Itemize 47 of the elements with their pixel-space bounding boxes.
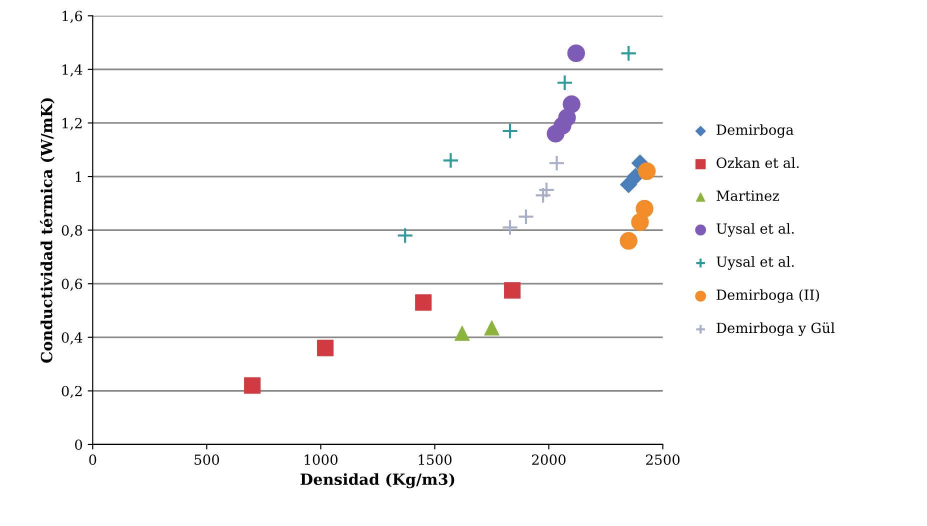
- y-tick-label: 0,2: [62, 386, 82, 398]
- y-tick-label: 1: [76, 172, 82, 182]
- point: [534, 186, 552, 204]
- legend-label: Demirboga: [716, 124, 794, 138]
- legend-label: Demirboga (II): [716, 289, 820, 303]
- y-axis-title: Conductividad térmica (W/mK): [40, 98, 55, 363]
- point: [556, 74, 574, 92]
- point: [504, 282, 521, 299]
- point: [631, 213, 649, 231]
- legend-label: Uysal et al.: [716, 223, 794, 237]
- point: [415, 294, 432, 311]
- y-tick-label: 1,6: [62, 10, 82, 23]
- x-tick-label: 0: [89, 454, 96, 465]
- x-tick-label: 1000: [304, 454, 338, 465]
- y-tick-label: 0,8: [62, 225, 82, 238]
- point: [538, 182, 555, 198]
- point: [636, 200, 654, 218]
- legend-label: Ozkan et al.: [716, 157, 799, 168]
- point: [502, 122, 518, 140]
- point: [317, 340, 334, 356]
- point: [620, 232, 638, 250]
- y-tick-label: 0,6: [62, 278, 82, 291]
- legend-label: Demirboga y Gül: [716, 322, 835, 336]
- x-axis-title: Densidad (Kg/m3): [300, 473, 454, 488]
- x-tick-label: 1500: [418, 454, 452, 465]
- point: [620, 44, 637, 62]
- point: [502, 219, 518, 236]
- point: [518, 208, 534, 226]
- legend-label: Uysal et al.: [716, 256, 794, 270]
- x-tick-label: 2500: [646, 454, 680, 465]
- point: [442, 152, 460, 169]
- point: [567, 44, 586, 62]
- y-tick-label: 1,2: [62, 118, 82, 130]
- x-tick-label: 2000: [532, 454, 566, 465]
- point: [558, 108, 576, 126]
- point: [454, 326, 470, 341]
- point: [396, 227, 414, 244]
- point: [484, 320, 500, 336]
- legend-label: Martinez: [716, 190, 780, 201]
- y-tick-label: 0,4: [62, 332, 82, 344]
- y-tick-label: 1,4: [62, 64, 82, 77]
- x-tick-label: 500: [194, 454, 220, 465]
- point: [638, 162, 656, 180]
- point: [244, 377, 261, 394]
- point: [548, 154, 566, 172]
- point: [562, 95, 580, 114]
- y-tick-label: 0: [75, 439, 82, 450]
